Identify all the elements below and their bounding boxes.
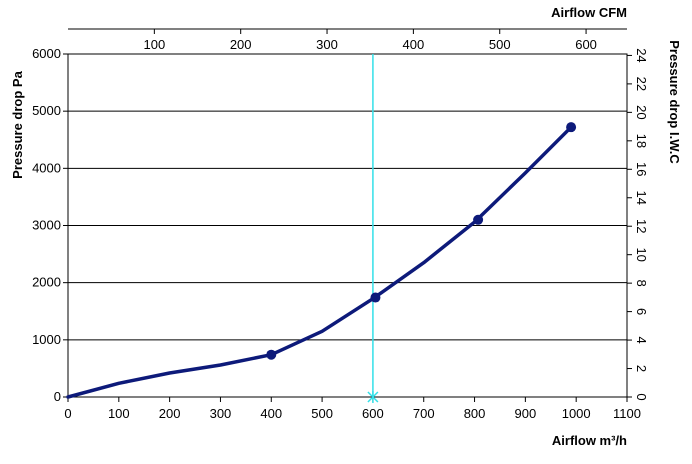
data-point (370, 292, 381, 303)
y2-axis-title: Pressure drop I.W.C (667, 40, 682, 164)
x-axis-ticks: 0 100 200 300 400 500 600 700 800 900 1000 1100 (64, 397, 641, 421)
y-tick-label: 6000 (32, 46, 61, 61)
x2-tick-label: 300 (316, 37, 338, 52)
y2-tick-label: 10 (634, 247, 649, 261)
top-axis-ticks: 100 200 300 400 500 600 (143, 29, 597, 52)
data-point (473, 214, 484, 225)
y-tick-label: 3000 (32, 218, 61, 233)
x-tick-label: 600 (362, 406, 384, 421)
y2-tick-label: 4 (634, 336, 649, 343)
x-tick-label: 200 (159, 406, 181, 421)
x-tick-label: 1000 (562, 406, 591, 421)
y2-tick-label: 14 (634, 191, 649, 205)
y-tick-label: 2000 (32, 275, 61, 290)
y2-tick-label: 16 (634, 162, 649, 176)
x-tick-label: 700 (413, 406, 435, 421)
y2-tick-label: 12 (634, 219, 649, 233)
y2-tick-label: 22 (634, 77, 649, 91)
data-point (566, 122, 577, 133)
x2-tick-label: 500 (489, 37, 511, 52)
y-axis-title: Pressure drop Pa (10, 70, 25, 178)
x-tick-label: 800 (464, 406, 486, 421)
x2-tick-label: 100 (143, 37, 165, 52)
y2-tick-label: 0 (634, 393, 649, 400)
x2-tick-label: 600 (575, 37, 597, 52)
y2-tick-label: 6 (634, 308, 649, 315)
y-tick-label: 0 (54, 389, 61, 404)
series-line (66, 125, 573, 399)
x-tick-label: 0 (64, 406, 71, 421)
y2-tick-label: 20 (634, 105, 649, 119)
y-tick-label: 4000 (32, 160, 61, 175)
series-layer (66, 122, 577, 399)
y2-tick-label: 2 (634, 365, 649, 372)
y2-tick-label: 8 (634, 280, 649, 287)
y-tick-label: 1000 (32, 332, 61, 347)
x-tick-label: 1100 (613, 406, 641, 421)
y2-tick-label: 24 (634, 48, 649, 62)
x-tick-label: 100 (108, 406, 130, 421)
x-tick-label: 500 (311, 406, 333, 421)
x-tick-label: 900 (515, 406, 537, 421)
x2-tick-label: 400 (403, 37, 425, 52)
data-point (266, 349, 277, 360)
x-tick-label: 400 (260, 406, 282, 421)
y2-tick-label: 18 (634, 134, 649, 148)
x2-axis-title: Airflow CFM (551, 5, 627, 20)
y-tick-label: 5000 (32, 103, 61, 118)
operating-point (367, 54, 379, 403)
x-axis-title: Airflow m³/h (552, 433, 627, 448)
x-tick-label: 300 (210, 406, 232, 421)
grid-lines (68, 110, 627, 341)
y-axis-ticks: 0 1000 2000 3000 4000 5000 6000 (32, 46, 68, 404)
x2-tick-label: 200 (230, 37, 252, 52)
